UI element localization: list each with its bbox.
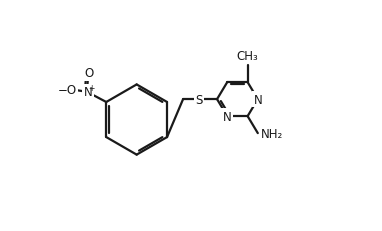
Text: N: N	[253, 93, 262, 106]
Text: N: N	[84, 86, 92, 99]
Text: −O: −O	[58, 84, 77, 97]
Text: S: S	[195, 93, 202, 106]
Text: N: N	[223, 110, 231, 123]
Text: CH₃: CH₃	[237, 50, 259, 63]
Text: +: +	[88, 84, 95, 93]
Text: O: O	[85, 67, 94, 80]
Text: NH₂: NH₂	[261, 127, 283, 140]
